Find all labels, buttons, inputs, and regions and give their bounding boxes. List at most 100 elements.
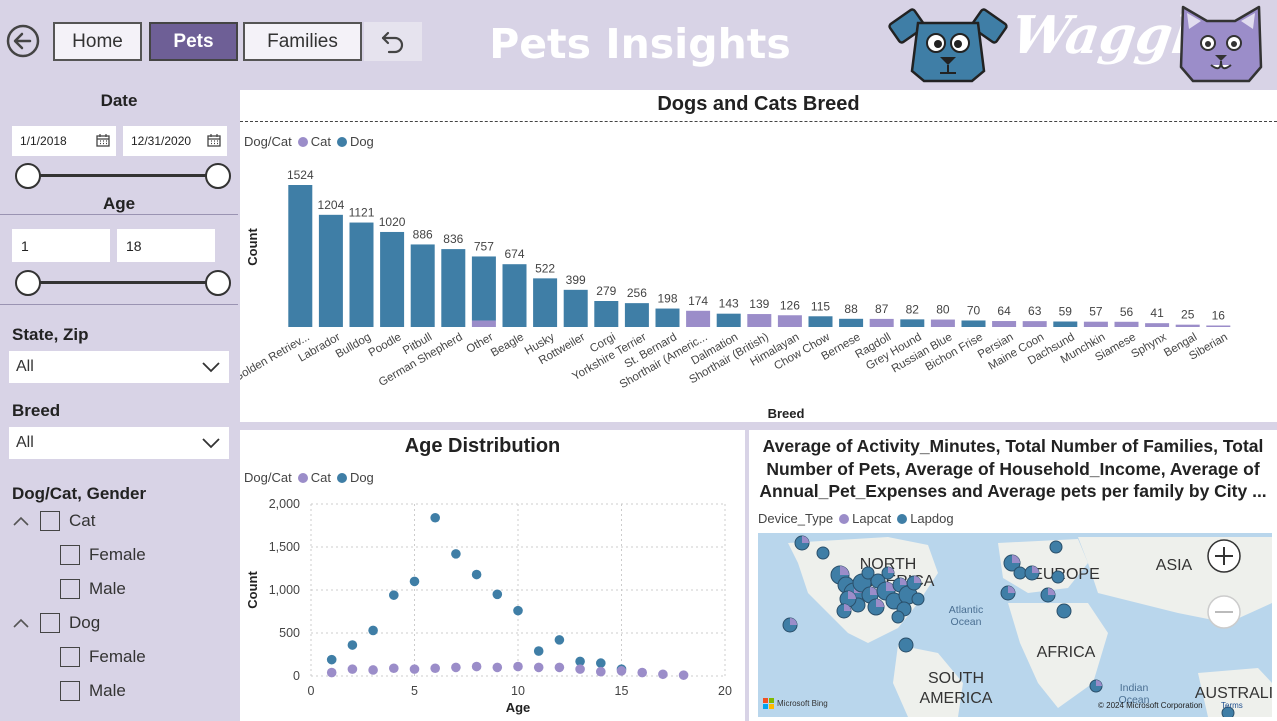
legend-item-cat[interactable]: Cat (310, 134, 331, 149)
point-dog[interactable] (492, 589, 503, 600)
age-slider-min-handle[interactable] (15, 270, 41, 296)
bar-dog[interactable] (900, 319, 925, 327)
date-slider-end-handle[interactable] (205, 163, 231, 189)
point-cat[interactable] (575, 664, 585, 674)
breed-dropdown[interactable]: All (9, 427, 229, 459)
point-cat[interactable] (554, 662, 565, 673)
bar-cat[interactable] (686, 310, 711, 327)
point-cat[interactable] (637, 667, 647, 678)
point-cat[interactable] (326, 667, 337, 678)
chevron-up-icon[interactable] (12, 617, 30, 629)
world-map[interactable]: NORTH AMERICA EUROPE ASIA Atlantic Ocean… (758, 533, 1272, 717)
point-cat[interactable] (389, 663, 399, 674)
cat-male-checkbox[interactable] (60, 579, 80, 599)
bar-cat[interactable] (777, 315, 802, 327)
legend-item-dog[interactable]: Dog (349, 470, 374, 485)
state-zip-dropdown[interactable]: All (9, 351, 229, 383)
bar-cat[interactable] (1022, 321, 1047, 327)
point-dog[interactable] (347, 640, 358, 650)
zoom-in-button[interactable] (1207, 539, 1241, 573)
legend-item-lapdog[interactable]: Lapdog (910, 511, 954, 526)
age-slider-max-handle[interactable] (205, 270, 231, 296)
age-slider-track[interactable] (28, 281, 218, 284)
date-start-input[interactable]: 1/1/2018 (12, 126, 116, 156)
bar-dog[interactable] (624, 303, 649, 327)
point-cat[interactable] (347, 664, 358, 674)
bar-dog[interactable] (1053, 321, 1078, 327)
map-bubbles[interactable] (782, 535, 1235, 717)
back-arrow-icon[interactable] (6, 24, 40, 58)
bar-cat[interactable] (869, 318, 894, 327)
bar-cat[interactable] (1083, 321, 1108, 327)
bar-dog[interactable] (502, 264, 527, 327)
point-cat[interactable] (409, 664, 420, 674)
city-bubble[interactable] (861, 566, 875, 580)
bar-dog[interactable] (441, 249, 466, 327)
legend-item-dog[interactable]: Dog (349, 134, 374, 149)
point-dog[interactable] (554, 635, 565, 645)
bar-dog[interactable] (716, 313, 741, 327)
point-cat[interactable] (471, 661, 482, 672)
bar-cat[interactable] (1206, 325, 1231, 327)
bar-dog[interactable] (594, 301, 619, 327)
bar-dog[interactable] (533, 278, 558, 327)
tree-item-cat-female[interactable]: Female (60, 545, 146, 565)
point-cat[interactable] (616, 666, 627, 676)
nav-families-button[interactable]: Families (243, 22, 362, 61)
tree-item-dog-male[interactable]: Male (60, 681, 126, 701)
point-dog[interactable] (513, 605, 523, 616)
city-bubble[interactable] (816, 546, 830, 560)
nav-pets-button[interactable]: Pets (149, 22, 238, 61)
point-cat[interactable] (596, 666, 606, 677)
dog-checkbox[interactable] (40, 613, 60, 633)
city-bubble[interactable] (911, 592, 925, 606)
zoom-out-button[interactable] (1207, 595, 1241, 629)
point-dog[interactable] (575, 656, 585, 667)
map-terms-link[interactable]: Terms (1221, 701, 1243, 710)
cat-checkbox[interactable] (40, 511, 60, 531)
point-dog[interactable] (430, 512, 440, 523)
point-dog[interactable] (326, 654, 337, 665)
date-slider-track[interactable] (28, 174, 218, 177)
point-dog[interactable] (451, 549, 461, 559)
chevron-up-icon[interactable] (12, 515, 30, 527)
undo-button[interactable] (364, 22, 422, 61)
city-bubble[interactable] (1056, 603, 1072, 619)
point-dog[interactable] (389, 590, 399, 600)
dog-female-checkbox[interactable] (60, 647, 80, 667)
bar-dog[interactable] (318, 214, 343, 327)
point-cat[interactable] (368, 665, 378, 675)
point-cat[interactable] (678, 670, 689, 680)
tree-item-dog[interactable]: Dog (12, 613, 100, 633)
dog-male-checkbox[interactable] (60, 681, 80, 701)
city-bubble[interactable] (1049, 540, 1063, 554)
point-cat[interactable] (430, 663, 440, 674)
bar-cat[interactable] (747, 314, 772, 327)
point-dog[interactable] (368, 625, 378, 636)
bar-dog[interactable] (808, 316, 833, 327)
nav-home-button[interactable]: Home (53, 22, 142, 61)
bar-dog[interactable] (655, 308, 680, 327)
bar-cat[interactable] (930, 319, 955, 327)
tree-item-dog-female[interactable]: Female (60, 647, 146, 667)
point-cat[interactable] (533, 662, 544, 673)
bar-dog[interactable] (563, 289, 588, 327)
point-cat[interactable] (658, 669, 668, 680)
legend-item-lapcat[interactable]: Lapcat (852, 511, 892, 526)
bar-dog[interactable] (839, 318, 864, 327)
age-scatter-chart[interactable]: Count Age 0 500 1,000 1,500 2,000 0 5 10 15 20 (240, 430, 745, 721)
point-cat[interactable] (451, 662, 461, 673)
point-cat[interactable] (513, 661, 523, 672)
bar-cat[interactable] (471, 320, 496, 327)
city-bubble[interactable] (1221, 706, 1235, 717)
date-slider-start-handle[interactable] (15, 163, 41, 189)
tree-item-cat[interactable]: Cat (12, 511, 95, 531)
tree-item-cat-male[interactable]: Male (60, 579, 126, 599)
bar-dog[interactable] (288, 185, 313, 327)
point-cat[interactable] (492, 662, 503, 673)
point-dog[interactable] (409, 576, 420, 587)
bar-cat[interactable] (1114, 321, 1139, 327)
cat-female-checkbox[interactable] (60, 545, 80, 565)
age-max-input[interactable]: 18 (117, 229, 215, 262)
